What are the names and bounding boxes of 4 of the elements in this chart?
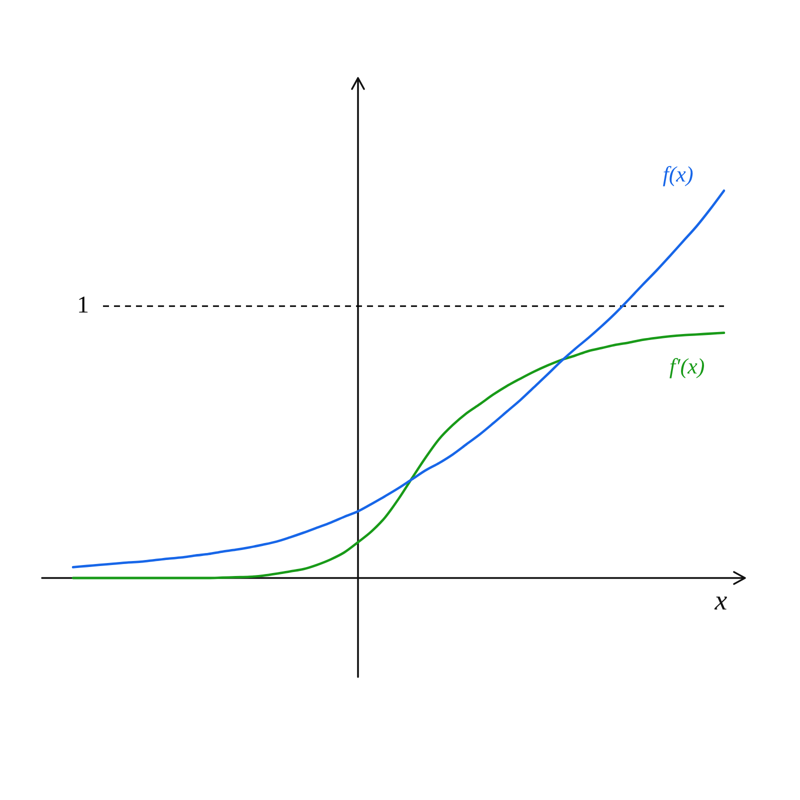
series-label: f′(x) (669, 354, 705, 379)
x-axis-title: x (714, 585, 728, 616)
ref-line-label: 1 (77, 292, 89, 318)
series-label: f(x) (662, 161, 694, 186)
